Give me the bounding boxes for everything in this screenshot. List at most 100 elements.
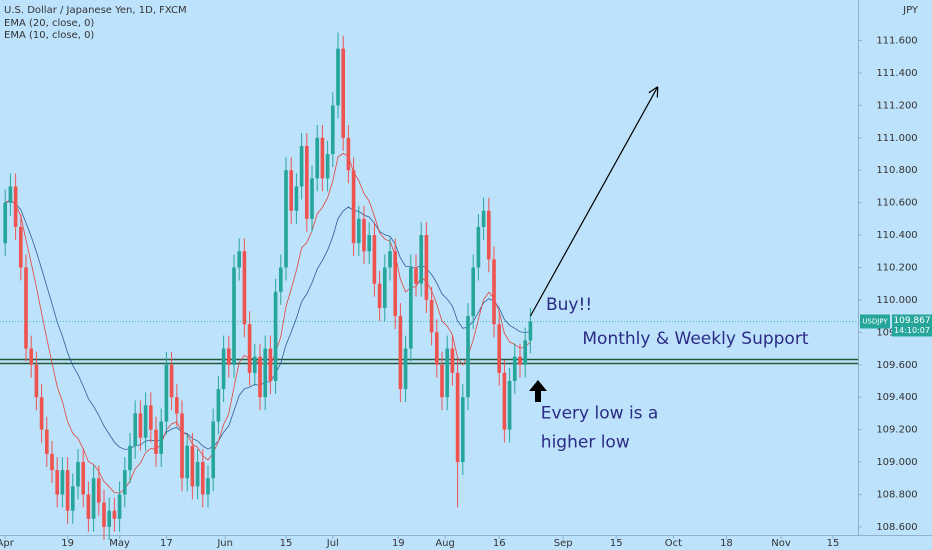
candle-body: [117, 494, 122, 519]
candle-body: [278, 267, 283, 292]
candle-body: [372, 235, 377, 284]
candle-body: [450, 348, 455, 373]
candle-body: [315, 137, 320, 179]
x-tick-label: 19: [61, 538, 74, 549]
annotation: higher low: [541, 433, 630, 453]
candle-body: [159, 421, 164, 454]
candle-body: [393, 251, 398, 317]
symbol-label: USDJPY: [862, 317, 888, 325]
y-tick-label: 111.000: [876, 133, 917, 144]
up-arrow-icon: [529, 380, 547, 402]
candle-body: [242, 251, 247, 325]
x-tick-label: 17: [160, 538, 173, 549]
candle-body: [445, 348, 450, 398]
candle-body: [65, 470, 70, 511]
candle-body: [13, 186, 18, 227]
candle-body: [356, 218, 361, 244]
price-box: [892, 314, 932, 337]
y-tick-label: 110.600: [876, 198, 917, 209]
candle-body: [507, 380, 512, 430]
candle-body: [81, 462, 86, 495]
candle-body: [476, 226, 481, 268]
candle-body: [320, 137, 325, 179]
trend-arrow: [529, 88, 657, 317]
candle-body: [138, 413, 143, 438]
y-tick-label: 110.800: [876, 165, 917, 176]
y-tick-label: 109.600: [876, 360, 917, 371]
candle-body: [367, 235, 372, 252]
annotation: Every low is a: [541, 403, 659, 423]
candle-body: [362, 218, 366, 252]
x-tick-label: Apr: [0, 538, 15, 549]
candle-body: [330, 105, 335, 155]
candle-body: [190, 445, 195, 487]
candle-body: [70, 486, 75, 511]
candle-body: [195, 462, 200, 487]
candle-body: [523, 340, 528, 365]
candle-body: [455, 372, 460, 463]
candle-body: [414, 267, 418, 284]
candle-body: [112, 510, 117, 519]
candle-body: [325, 154, 330, 179]
x-tick-label: Jun: [216, 538, 233, 549]
candle-body: [471, 267, 476, 317]
candle-body: [128, 445, 132, 471]
currency-label: JPY: [902, 5, 919, 16]
candle-body: [252, 356, 257, 373]
candle-body: [268, 348, 273, 381]
candle-body: [466, 316, 470, 398]
candle-body: [76, 462, 80, 487]
candle-body: [3, 202, 8, 244]
candle-body: [419, 235, 424, 284]
x-tick-label: Aug: [435, 538, 455, 549]
candle-body: [232, 267, 236, 365]
x-tick-label: 18: [720, 538, 733, 549]
candle-body: [148, 405, 153, 430]
x-tick-label: Sep: [554, 538, 573, 549]
candle-body: [154, 429, 158, 454]
candle-body: [60, 470, 65, 495]
chart-title: U.S. Dollar / Japanese Yen, 1D, FXCM: [4, 5, 187, 16]
candle-body: [185, 445, 190, 479]
y-tick-label: 108.600: [876, 522, 917, 533]
candle-body: [133, 413, 138, 446]
candle-body: [200, 462, 205, 495]
y-tick-label: 109.400: [876, 392, 917, 403]
x-tick-label: 16: [493, 538, 506, 549]
countdown-label: 14:10:07: [894, 326, 930, 335]
y-tick-label: 110.000: [876, 295, 917, 306]
x-tick-label: May: [109, 538, 130, 549]
candle-body: [107, 510, 112, 527]
candle-body: [440, 364, 444, 398]
candle-body: [424, 235, 429, 300]
candle-body: [299, 145, 304, 187]
candle-body: [211, 421, 216, 479]
candle-body: [434, 332, 439, 365]
candle-body: [289, 170, 294, 211]
candle-body: [237, 251, 242, 268]
candle-body: [86, 494, 91, 519]
candle-body: [351, 170, 356, 244]
candle-body: [429, 299, 434, 333]
candle-body: [96, 478, 101, 503]
candle-body: [263, 348, 268, 398]
candle-body: [34, 364, 39, 398]
y-tick-label: 110.400: [876, 230, 917, 241]
x-tick-label: Jul: [326, 538, 339, 549]
candle-body: [8, 186, 13, 203]
indicator-label: EMA (10, close, 0): [4, 30, 94, 41]
candle-body: [512, 356, 517, 381]
candle-body: [247, 324, 252, 373]
candle-body: [29, 348, 34, 365]
y-tick-label: 111.400: [876, 68, 917, 79]
annotation: Buy!!: [546, 295, 592, 315]
candle-body: [226, 348, 231, 365]
candle-body: [403, 348, 408, 390]
symbol-box: [860, 314, 890, 329]
candle-body: [169, 364, 174, 398]
candle-body: [180, 413, 184, 479]
candle-body: [18, 226, 23, 268]
candle-body: [502, 372, 507, 430]
candle-body: [481, 210, 486, 227]
candle-body: [273, 291, 278, 381]
